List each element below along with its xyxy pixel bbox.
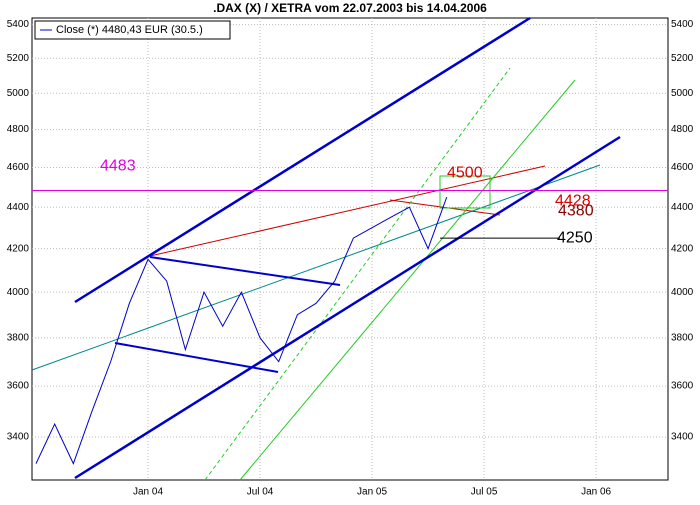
y-tick-label: 3600 — [671, 381, 694, 392]
level-label: 4500 — [447, 164, 483, 181]
price-line — [35, 196, 448, 465]
y-tick-label: 4600 — [7, 162, 30, 173]
x-tick-label: Jul 05 — [471, 487, 498, 498]
y-tick-label: 4600 — [671, 162, 694, 173]
y-tick-label: 4800 — [671, 124, 694, 135]
channel-line — [74, 16, 531, 304]
x-tick-label: Jan 06 — [581, 487, 611, 498]
legend-label: Close (*) 4480,43 EUR (30.5.) — [56, 24, 203, 36]
y-tick-label: 5000 — [7, 88, 30, 99]
level-label: 4250 — [557, 229, 593, 246]
y-tick-label: 4200 — [671, 243, 694, 254]
y-tick-label: 4000 — [7, 287, 30, 298]
chart-title: .DAX (X) / XETRA vom 22.07.2003 bis 14.0… — [213, 1, 487, 15]
y-tick-label: 5400 — [7, 19, 30, 30]
y-tick-label: 3400 — [671, 432, 694, 443]
y-tick-label: 5200 — [7, 53, 30, 64]
y-tick-label: 3800 — [671, 333, 694, 344]
y-tick-label: 3600 — [7, 381, 30, 392]
trend-line — [239, 79, 576, 481]
y-tick-label: 5000 — [671, 88, 694, 99]
level-label: 4380 — [558, 202, 594, 219]
trend-line — [204, 67, 511, 481]
y-tick-label: 4200 — [7, 243, 30, 254]
level-label: 4428 — [555, 193, 591, 210]
level-label: 4483 — [100, 158, 136, 175]
y-tick-label: 4400 — [7, 202, 30, 213]
flag-line — [114, 342, 279, 373]
channel-line — [74, 135, 621, 480]
y-tick-label: 3400 — [7, 432, 30, 443]
y-tick-label: 4000 — [671, 287, 694, 298]
y-tick-label: 5400 — [671, 19, 694, 30]
x-tick-label: Jan 04 — [133, 487, 163, 498]
x-tick-label: Jul 04 — [247, 487, 274, 498]
y-tick-label: 4800 — [7, 124, 30, 135]
y-tick-label: 4400 — [671, 202, 694, 213]
trend-line — [31, 164, 601, 371]
x-tick-label: Jan 05 — [357, 487, 387, 498]
trend-line — [149, 165, 546, 257]
trend-lines — [31, 16, 621, 481]
target-box — [439, 175, 491, 209]
flag-line — [149, 256, 341, 286]
legend — [34, 20, 231, 40]
y-tick-label: 5200 — [671, 53, 694, 64]
y-tick-label: 3800 — [7, 333, 30, 344]
